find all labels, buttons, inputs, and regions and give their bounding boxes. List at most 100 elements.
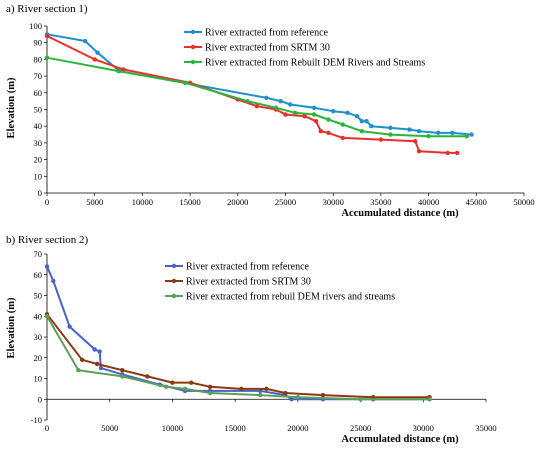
chart-a-data-point xyxy=(378,137,384,142)
chart-b-data-point xyxy=(207,390,213,396)
chart-a-y-tick-label: 30 xyxy=(34,138,43,148)
chart-b-data-point xyxy=(258,392,263,398)
chart-b-data-point xyxy=(120,368,125,373)
chart-b-xlabel: Accumulated distance (m) xyxy=(341,434,459,445)
chart-panel-a: a) River section 1) Elevation (m) Accumu… xyxy=(6,3,535,219)
chart-b-data-point xyxy=(94,361,100,367)
chart-b-y-tick-label: 20 xyxy=(34,353,43,363)
legend-label: River extracted from SRTM 30 xyxy=(186,277,311,288)
chart-b-title: b) River section 2) xyxy=(6,234,89,246)
chart-b-data-point xyxy=(120,374,125,379)
chart-a-data-point xyxy=(416,129,422,134)
chart-b-ylabel: Elevation (m) xyxy=(6,297,17,358)
legend-swatch-marker xyxy=(171,293,177,299)
chart-a-data-point xyxy=(340,135,345,141)
chart-b-data-point xyxy=(163,384,169,389)
chart-b-x-tick-label: 30000 xyxy=(413,423,434,433)
chart-a-data-point xyxy=(283,112,288,117)
chart-b-data-point xyxy=(239,386,244,392)
chart-a-data-point xyxy=(254,103,260,109)
chart-a-data-point xyxy=(82,38,88,44)
chart-b-series-3 xyxy=(44,314,432,402)
chart-b-y-tick-label: 40 xyxy=(34,311,43,321)
chart-a-y-tick-label: 20 xyxy=(34,155,43,165)
chart-a-y-tick-label: 90 xyxy=(34,38,43,48)
chart-a-legend-item: River extracted from Rebuilt DEM Rivers … xyxy=(184,58,425,69)
legend-label: River extracted from SRTM 30 xyxy=(205,43,330,54)
chart-a-legend: River extracted from reference River extr… xyxy=(184,28,425,69)
chart-a-x-tick-label: 10000 xyxy=(132,197,153,207)
chart-b-x-tick-label: 0 xyxy=(45,423,49,433)
chart-a-x-tick-label: 30000 xyxy=(323,197,344,207)
chart-a-data-point xyxy=(121,67,126,72)
chart-b-y-tick-label: 30 xyxy=(34,332,43,342)
chart-b-data-point xyxy=(427,397,432,402)
chart-b-x-tick-label: 5000 xyxy=(101,423,118,433)
chart-b-series-2 xyxy=(44,311,432,400)
chart-a-data-point xyxy=(183,80,188,85)
chart-a-x-tick-label: 15000 xyxy=(179,197,200,207)
chart-b-data-point xyxy=(283,390,288,396)
chart-a-data-point xyxy=(450,130,455,136)
chart-a-y-tick-label: 60 xyxy=(34,88,43,98)
chart-b-data-point xyxy=(44,264,50,269)
chart-a-y-tick-label: 100 xyxy=(29,21,42,31)
chart-b-y-tick-label: 0 xyxy=(38,394,42,404)
chart-a-data-point xyxy=(359,129,365,134)
chart-a-series-2 xyxy=(44,33,460,156)
chart-a-data-point xyxy=(311,105,317,111)
chart-a-x-tick-label: 45000 xyxy=(466,197,487,207)
chart-b-data-point xyxy=(97,349,102,354)
chart-a-data-point xyxy=(95,50,100,55)
chart-a-data-point xyxy=(426,134,431,139)
chart-a-y-tick-label: 70 xyxy=(34,71,43,81)
chart-a-data-point xyxy=(273,105,279,111)
chart-b-y-tick-label: 10 xyxy=(34,374,43,384)
chart-b-y-tick-label: 70 xyxy=(34,249,43,259)
chart-b-y-tick-label: -10 xyxy=(31,415,42,425)
chart-a-data-point xyxy=(354,113,360,119)
chart-b-data-point xyxy=(44,314,50,319)
chart-b-data-point xyxy=(182,386,188,392)
chart-a-data-point xyxy=(264,95,269,101)
chart-b-data-point xyxy=(76,368,81,373)
chart-a-ylabel: Elevation (m) xyxy=(6,77,17,138)
chart-b-x-tick-label: 25000 xyxy=(350,423,371,433)
chart-b-data-point xyxy=(79,357,85,363)
chart-b-x-tick-label: 10000 xyxy=(162,423,183,433)
chart-b-legend-item: River extracted from SRTM 30 xyxy=(165,277,311,288)
legend-label: River extracted from reference xyxy=(205,28,329,39)
chart-a-y-tick-label: 0 xyxy=(38,188,42,198)
chart-b-data-point xyxy=(370,394,376,400)
chart-a-legend-item: River extracted from SRTM 30 xyxy=(184,43,330,54)
chart-a-data-point xyxy=(326,117,331,122)
chart-b-legend-item: River extracted from reference xyxy=(165,262,310,273)
chart-b-x-tick-label: 35000 xyxy=(475,423,496,433)
chart-a-data-point xyxy=(292,110,298,116)
chart-a-data-point xyxy=(359,118,365,124)
chart-a-data-point xyxy=(326,130,331,136)
chart-a-title: a) River section 1) xyxy=(6,3,88,15)
chart-a-x-tick-label: 35000 xyxy=(370,197,391,207)
chart-a-data-point xyxy=(416,149,422,154)
legend-swatch-marker xyxy=(190,59,196,65)
chart-b-data-point xyxy=(295,394,301,400)
chart-a-data-point xyxy=(413,139,418,144)
chart-b-x-tick-label: 15000 xyxy=(225,423,246,433)
chart-a-data-point xyxy=(345,110,350,116)
chart-a-x-tick-label: 25000 xyxy=(275,197,296,207)
chart-a-data-point xyxy=(44,33,50,39)
chart-a-data-point xyxy=(340,122,345,127)
chart-b-y-tick-label: 50 xyxy=(34,291,43,301)
chart-a-data-point xyxy=(388,125,393,131)
legend-swatch-marker xyxy=(190,29,196,35)
chart-a-data-point xyxy=(302,113,307,119)
legend-swatch-marker xyxy=(171,278,177,284)
chart-a-legend-item: River extracted from reference xyxy=(184,28,329,39)
chart-b-data-point xyxy=(145,374,150,379)
legend-label: River extracted from reference xyxy=(186,262,310,273)
chart-b-legend: River extracted from reference River extr… xyxy=(165,262,395,303)
chart-a-data-point xyxy=(407,127,412,132)
chart-a-data-point xyxy=(455,150,460,156)
chart-a-data-point xyxy=(288,102,293,107)
